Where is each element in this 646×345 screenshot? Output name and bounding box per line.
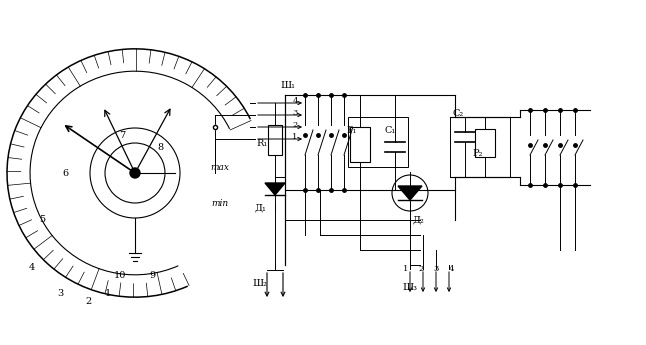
Text: 10: 10	[114, 270, 126, 279]
Polygon shape	[265, 183, 285, 195]
Polygon shape	[398, 186, 422, 200]
Text: R₁: R₁	[256, 138, 267, 148]
Text: C₂: C₂	[452, 108, 464, 118]
Text: 3: 3	[433, 265, 439, 273]
Text: Ш₂: Ш₂	[253, 278, 267, 287]
Text: 5: 5	[39, 216, 45, 225]
Text: P₂: P₂	[473, 148, 483, 158]
Bar	[450, 117, 510, 177]
Text: Д₂: Д₂	[412, 216, 424, 225]
Text: max: max	[211, 162, 229, 171]
Bar	[350, 127, 370, 162]
Bar	[268, 125, 282, 155]
Text: 1: 1	[403, 265, 409, 273]
Text: 4: 4	[292, 97, 298, 105]
Text: 9: 9	[149, 270, 155, 279]
Bar	[348, 117, 408, 167]
Text: 3: 3	[292, 109, 298, 117]
Text: Ш₃: Ш₃	[402, 283, 417, 292]
Text: 4: 4	[448, 265, 453, 273]
Text: 2: 2	[293, 121, 298, 129]
Text: 2: 2	[85, 296, 91, 306]
Circle shape	[130, 168, 140, 178]
Text: 6: 6	[62, 168, 68, 177]
Text: Д₁: Д₁	[254, 204, 266, 213]
Text: 3: 3	[57, 288, 63, 297]
Text: C₁: C₁	[384, 126, 395, 135]
Text: 4: 4	[29, 264, 35, 273]
Text: 7: 7	[119, 130, 125, 139]
Text: 2: 2	[419, 265, 424, 273]
Text: Ш₁: Ш₁	[280, 80, 295, 89]
Text: 8: 8	[157, 142, 163, 151]
Text: min: min	[211, 198, 229, 207]
Text: P₁: P₁	[347, 126, 357, 135]
Text: 1: 1	[292, 133, 298, 141]
Bar	[475, 129, 495, 157]
Text: 1: 1	[105, 288, 111, 297]
